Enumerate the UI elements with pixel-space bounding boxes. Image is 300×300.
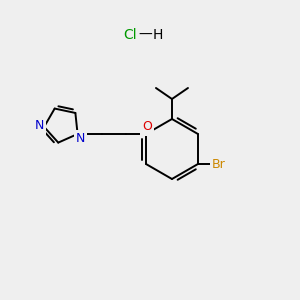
Text: N: N (34, 119, 44, 132)
Text: O: O (142, 121, 152, 134)
Text: Cl: Cl (123, 28, 137, 42)
Text: H: H (153, 28, 163, 42)
Text: —: — (138, 28, 152, 42)
Text: N: N (76, 133, 85, 146)
Text: Br: Br (212, 158, 226, 170)
